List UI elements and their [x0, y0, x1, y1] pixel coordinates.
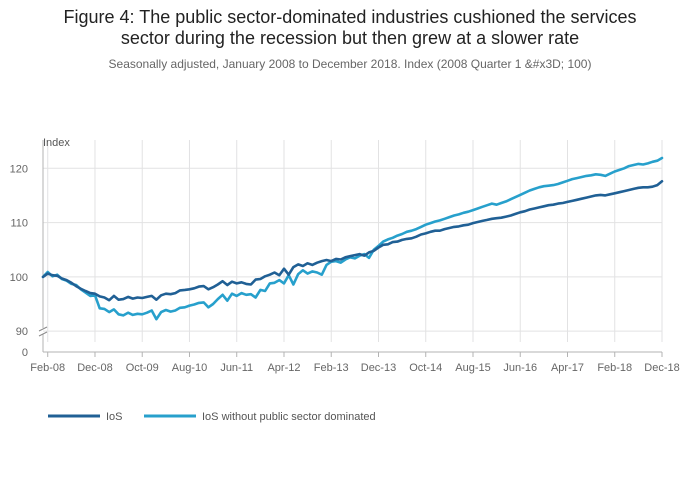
- legend-label-ios: IoS: [106, 411, 123, 423]
- series-line-ios-without-public-sector-dominated: [41, 156, 664, 321]
- x-tick-label-Oct-14: Oct-14: [409, 362, 442, 374]
- y-axis-title: Index: [43, 137, 70, 149]
- chart-subtitle: Seasonally adjusted, January 2008 to Dec…: [108, 57, 592, 71]
- chart-title-line-2: sector during the recession but then gre…: [120, 28, 580, 48]
- x-tick-label-Apr-12: Apr-12: [267, 362, 300, 374]
- x-tick-label-Aug-10: Aug-10: [172, 362, 207, 374]
- series-line-ios: [41, 180, 664, 302]
- axes: 90 100 110 120 Feb-08 Dec-08 Oct-09 Aug-10 Jun-1…: [10, 137, 680, 374]
- x-tick-label-Jun-11: Jun-11: [220, 362, 253, 374]
- y-tick-label-0: 0: [22, 347, 28, 359]
- series-lines: [41, 156, 664, 321]
- x-tick-label-Dec-18: Dec-18: [644, 362, 679, 374]
- y-tick-label-110: 110: [10, 218, 28, 230]
- x-tick-label-Dec-08: Dec-08: [77, 362, 112, 374]
- x-tick-label-Jun-16: Jun-16: [503, 362, 537, 374]
- y-axis-break-icon: [38, 326, 48, 337]
- grid-lines: [43, 140, 663, 342]
- x-tick-label-Oct-09: Oct-09: [126, 362, 159, 374]
- chart-title: Figure 4: The public sector-dominated in…: [0, 7, 700, 49]
- chart-title-line-1: Figure 4: The public sector-dominated in…: [63, 7, 637, 27]
- legend-label-ios-without-public-sector-dominated: IoS without public sector dominated: [202, 411, 376, 423]
- y-tick-label-100: 100: [10, 272, 28, 284]
- x-tick-label-Feb-18: Feb-18: [597, 362, 632, 374]
- x-tick-label-Feb-08: Feb-08: [30, 362, 65, 374]
- legend: IoS IoS without public sector dominated: [48, 411, 376, 423]
- y-tick-label-120: 120: [10, 163, 28, 175]
- x-tick-label-Aug-15: Aug-15: [455, 362, 490, 374]
- x-tick-label-Feb-13: Feb-13: [314, 362, 349, 374]
- x-tick-label-Apr-17: Apr-17: [551, 362, 584, 374]
- x-tick-label-Dec-13: Dec-13: [361, 362, 396, 374]
- y-tick-label-90: 90: [16, 326, 28, 338]
